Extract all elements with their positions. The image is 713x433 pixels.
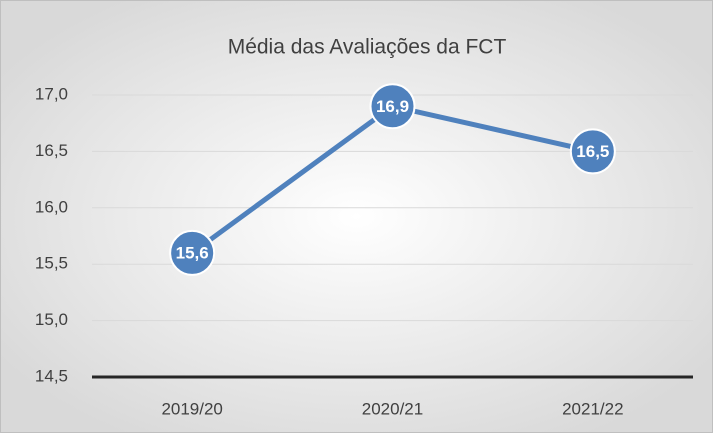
y-tick-label: 15,5 [35,254,68,273]
y-tick-label: 14,5 [35,366,68,385]
y-tick-label: 15,0 [35,310,68,329]
marker [569,128,616,175]
y-tick-label: 17,0 [35,84,68,103]
marker [169,229,216,276]
x-tick-label: 2021/22 [562,399,623,418]
x-tick-label: 2019/20 [161,399,222,418]
data-label: 16,5 [576,142,609,161]
marker [369,83,416,130]
y-tick-label: 16,5 [35,141,68,160]
chart-title: Média das Avaliações da FCT [228,36,507,59]
x-tick-label: 2020/21 [362,399,423,418]
data-label: 15,6 [176,243,209,262]
y-tick-label: 16,0 [35,197,68,216]
data-label: 16,9 [376,97,409,116]
